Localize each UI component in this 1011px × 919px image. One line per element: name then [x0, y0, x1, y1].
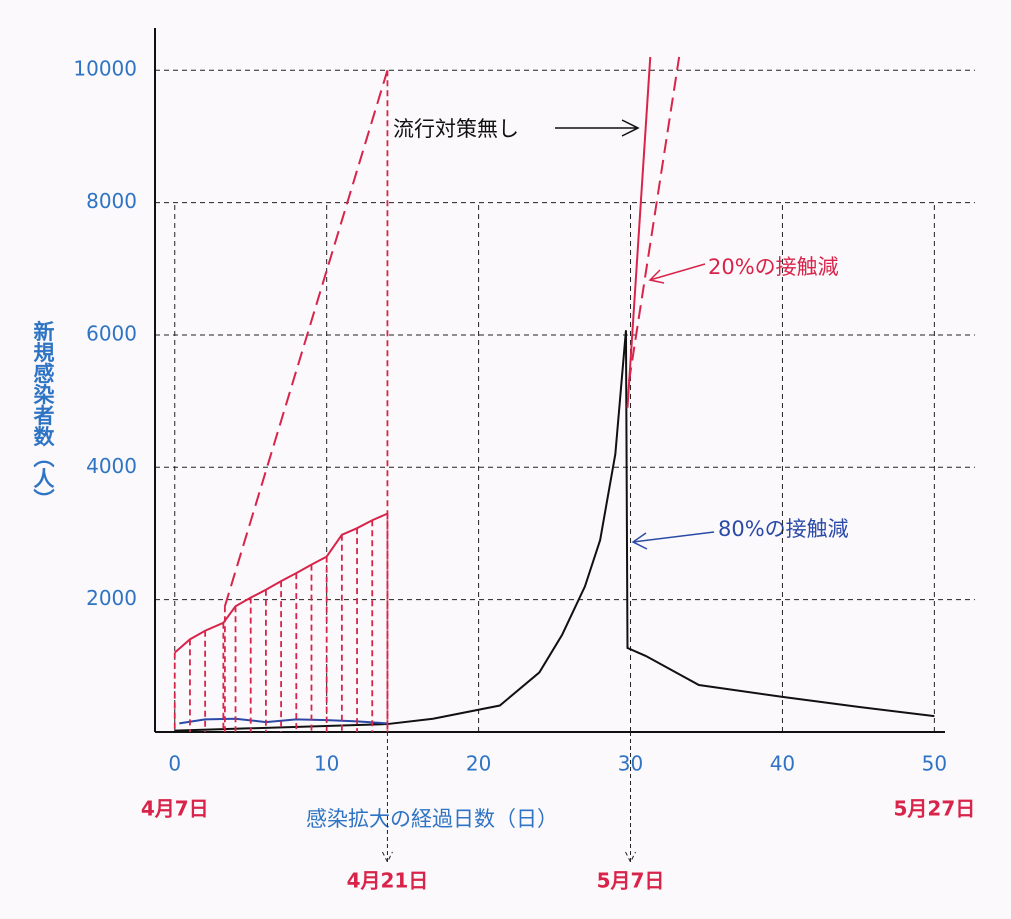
annotation: 20%の接触減 [708, 255, 839, 279]
date-label: 4月7日 [141, 797, 209, 821]
x-axis-title: 感染拡大の経過日数（日） [306, 807, 558, 831]
date-arrow [625, 732, 636, 864]
annotation-arrows [555, 119, 715, 550]
x-tick-label: 10 [314, 752, 339, 776]
x-tick-label: 0 [168, 752, 181, 776]
arrow [555, 119, 640, 137]
y-tick-label: 6000 [86, 321, 137, 345]
series-line [174, 330, 935, 732]
series-line [223, 69, 389, 607]
x-tick-label: 40 [770, 752, 795, 776]
series-line [628, 56, 681, 382]
annotation: 80%の接触減 [718, 517, 849, 541]
y-tick-label: 10000 [73, 57, 137, 81]
annotation: 流行対策無し [393, 117, 519, 141]
date-label: 5月7日 [597, 869, 665, 893]
series-line [179, 717, 388, 725]
y-tick-label: 8000 [86, 189, 137, 213]
series-line [626, 56, 652, 408]
x-tick-label: 20 [466, 752, 491, 776]
date-label: 4月21日 [347, 869, 429, 893]
arrow [648, 263, 706, 284]
y-tick-label: 4000 [86, 454, 137, 478]
date-arrow [381, 732, 393, 864]
arrow [631, 531, 715, 550]
y-tick-label: 2000 [86, 586, 137, 610]
series-line [174, 512, 388, 654]
date-label: 5月27日 [893, 797, 975, 821]
x-tick-label: 50 [922, 752, 947, 776]
y-axis-title: 新規感染者数（人） [31, 320, 56, 510]
